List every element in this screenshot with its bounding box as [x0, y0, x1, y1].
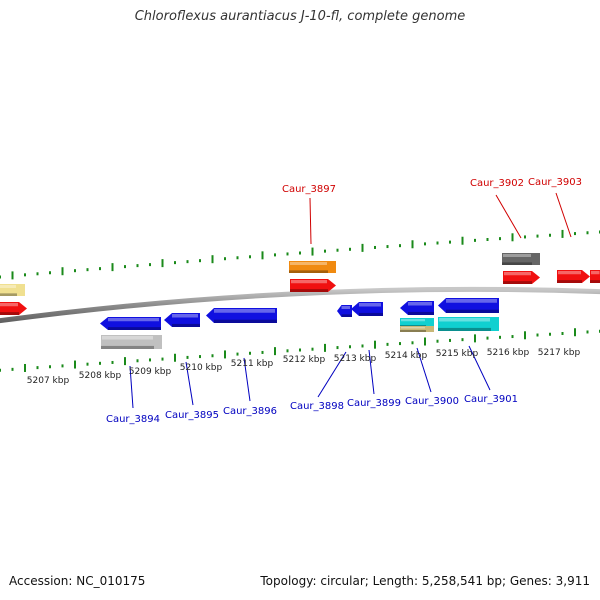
gene-highlight — [102, 336, 153, 340]
gene-shadow — [446, 309, 499, 313]
scale-label: 5208 kbp — [79, 371, 122, 381]
gene-highlight — [108, 318, 159, 322]
labels-layer: 5207 kbp 5208 kbp 5209 kbp 5210 kbp 5211 kbp… — [27, 177, 582, 425]
gene-highlight — [439, 318, 490, 322]
gene-label-connector — [468, 345, 491, 391]
outer-tick-ring — [0, 229, 600, 280]
gene-highlight — [214, 309, 275, 313]
gene-highlight — [446, 299, 497, 303]
gene-shadow — [438, 327, 491, 331]
scale-label: 5209 kbp — [129, 367, 172, 377]
gene-shadow — [172, 323, 200, 327]
gene-label: Caur_3901 — [464, 394, 518, 405]
scale-label: 5215 kbp — [436, 349, 479, 359]
gene-label: Caur_3902 — [470, 178, 524, 189]
gene-shadow — [290, 289, 328, 292]
gene-highlight — [401, 319, 425, 322]
gene-label-connector — [129, 365, 134, 409]
gene-shadow — [108, 327, 161, 330]
gene-label: Caur_3898 — [290, 401, 344, 412]
scale-label: 5213 kbp — [334, 354, 377, 364]
scale-label: 5211 kbp — [231, 359, 274, 369]
gene-label-connector — [185, 361, 194, 406]
scale-label: 5216 kbp — [487, 348, 530, 358]
gene-label: Caur_3897 — [282, 184, 336, 195]
gene-label: Caur_3903 — [528, 177, 582, 188]
gene-highlight — [290, 262, 327, 265]
gene-label-connector — [309, 197, 312, 245]
gene-label-connector — [317, 351, 347, 398]
gene-highlight — [359, 303, 381, 307]
gene-highlight — [341, 306, 350, 309]
gene-highlight — [291, 280, 327, 284]
scale-label: 5217 kbp — [538, 348, 581, 358]
gene-shadow — [502, 262, 532, 265]
gene-highlight — [401, 327, 425, 329]
gene-highlight — [503, 254, 531, 257]
gene-shadow — [590, 280, 600, 283]
gene-label: Caur_3894 — [106, 414, 160, 425]
gene-label: Caur_3895 — [165, 410, 219, 421]
gene-shadow — [0, 312, 19, 315]
gene-highlight — [408, 302, 432, 306]
gene-label-connector — [243, 357, 251, 402]
scale-label: 5214 kbp — [385, 351, 428, 361]
scale-label: 5207 kbp — [27, 376, 70, 386]
gene-label: Caur_3899 — [347, 398, 401, 409]
scale-label: 5212 kbp — [283, 355, 326, 365]
gene-highlight — [504, 272, 531, 276]
accession-label: Accession: NC_010175 — [9, 574, 146, 588]
gene-shadow — [557, 280, 582, 283]
gene-label-connector — [555, 192, 572, 238]
gene-highlight — [0, 303, 18, 307]
scale-label: 5210 kbp — [180, 363, 223, 373]
genome-summary: Topology: circular; Length: 5,258,541 bp… — [260, 574, 590, 588]
gene-shadow — [289, 270, 328, 273]
gene-shadow — [400, 330, 426, 332]
gene-highlight — [591, 271, 600, 275]
gene-shadow — [214, 319, 277, 323]
gene-shadow — [101, 345, 154, 349]
gene-highlight — [0, 285, 16, 288]
gene-label: Caur_3896 — [223, 406, 277, 417]
gene-label: Caur_3900 — [405, 396, 459, 407]
gene-shadow — [359, 312, 383, 316]
gene-shadow — [503, 281, 532, 284]
label-connectors — [129, 192, 572, 409]
gene-shadow — [0, 293, 17, 296]
gene-highlight — [558, 271, 581, 275]
gene-highlight — [172, 314, 198, 318]
genome-backbone — [0, 286, 600, 324]
gene-shadow — [341, 314, 352, 317]
gene-label-connector — [368, 349, 375, 395]
inner-tick-ring — [0, 328, 600, 372]
gene-shadow — [408, 311, 434, 315]
gene-label-connector — [495, 194, 522, 239]
gene-features — [0, 253, 600, 349]
genome-title: Chloroflexus aurantiacus J-10-fl, comple… — [134, 9, 466, 24]
gene-label-connector — [416, 347, 432, 393]
